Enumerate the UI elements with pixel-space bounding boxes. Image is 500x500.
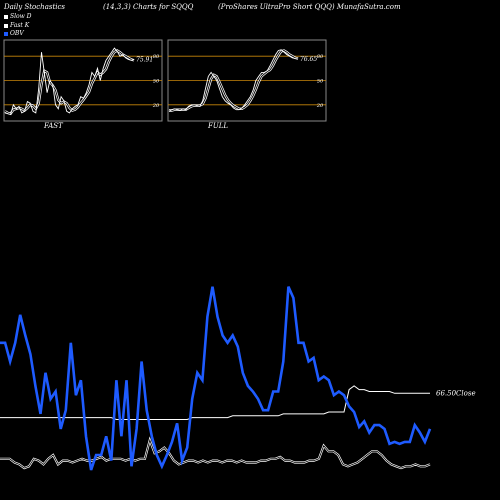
- legend-item-fast-k: Fast K: [4, 22, 32, 31]
- legend-item-obv: OBV: [4, 30, 32, 39]
- bottom-slow-d-line-core: [0, 438, 431, 469]
- legend-label-obv: OBV: [10, 30, 24, 37]
- fast-fast-k-line: [4, 47, 135, 116]
- legend-swatch-obv: [4, 32, 8, 37]
- full-y-tick-80: 80: [317, 54, 324, 60]
- fast-slow-d-line-core: [4, 49, 135, 115]
- obv-line: [0, 286, 432, 471]
- legend-label-fast-k: Fast K: [10, 21, 30, 29]
- bottom-slow-d-line: [0, 436, 431, 470]
- full-fast-k-line: [168, 49, 299, 112]
- chart-subtitle: (14,3,3) Charts for SQQQ: [103, 3, 194, 11]
- legend: Slow D Fast K OBV: [4, 13, 32, 39]
- legend-label-slow-d: Slow D: [10, 13, 32, 20]
- legend-item-slow-d: Slow D: [4, 13, 32, 22]
- legend-swatch-fast-k: [4, 23, 8, 28]
- fast-slow-d-line: [4, 49, 135, 116]
- close-value-label: 66.50Close: [436, 389, 476, 397]
- fast-y-tick-80: 80: [153, 54, 160, 60]
- fast-last-value-label: 75.91: [136, 57, 153, 64]
- full-slow-d-line-core: [169, 50, 299, 111]
- chart-source: (ProShares UltraPro Short QQQ) MunafaSut…: [218, 3, 401, 11]
- close-line: [0, 385, 430, 420]
- fast-y-tick-50: 50: [153, 79, 160, 85]
- legend-swatch-slow-d: [4, 15, 8, 20]
- chart-title: Daily Stochastics: [4, 3, 66, 11]
- full-y-tick-20: 20: [316, 103, 324, 109]
- full-last-value-label: 76.65: [300, 56, 317, 63]
- full-panel-title: FULL: [207, 122, 228, 130]
- fast-panel-title: FAST: [43, 122, 64, 130]
- full-y-tick-50: 50: [317, 79, 324, 85]
- fast-y-tick-20: 20: [152, 103, 160, 109]
